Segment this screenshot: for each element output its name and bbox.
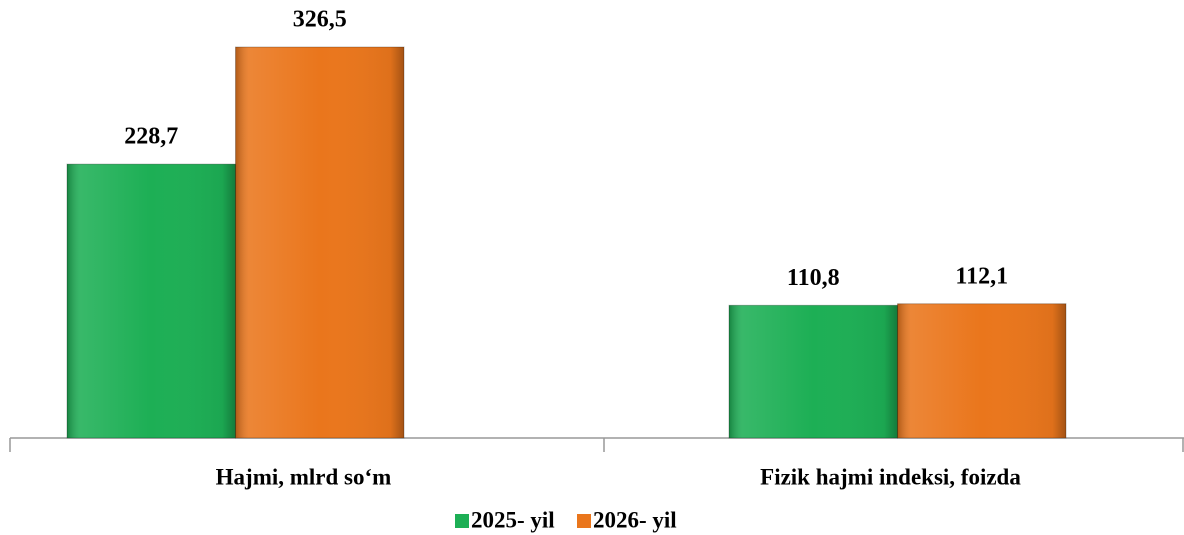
legend-swatch [455, 514, 469, 528]
bar-bevel [728, 304, 898, 439]
x-tick-label: Fizik hajmi indeksi, foizda [760, 464, 1021, 489]
value-label: 326,5 [293, 7, 347, 33]
value-label: 110,8 [787, 265, 840, 291]
value-label: 228,7 [124, 124, 178, 150]
bar-bevel [897, 303, 1067, 439]
value-label: 112,1 [955, 263, 1008, 289]
bar-bevel [235, 46, 405, 439]
legend-label: 2025- yil [471, 507, 555, 532]
bar-bevel [66, 163, 236, 439]
x-tick-label: Hajmi, mlrd so‘m [216, 464, 392, 489]
legend-label: 2026- yil [593, 507, 677, 532]
legend-swatch [577, 514, 591, 528]
